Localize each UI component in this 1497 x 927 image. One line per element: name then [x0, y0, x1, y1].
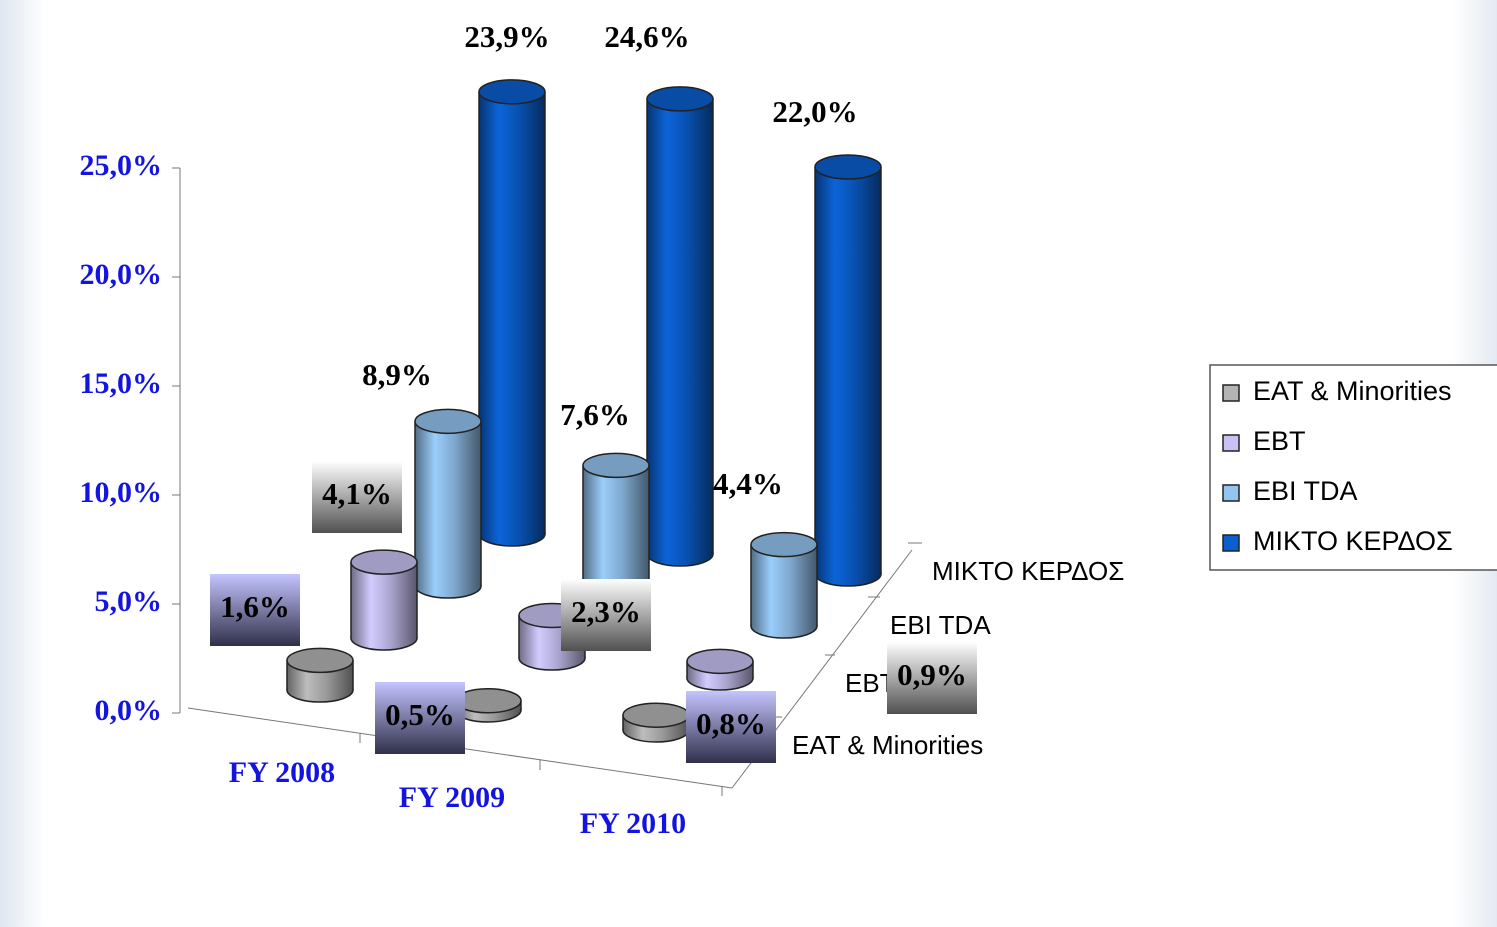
y-tick-label: 10,0%: [80, 476, 163, 509]
cylinder: [622, 702, 690, 743]
bar: [751, 544, 817, 626]
y-tick-label: 0,0%: [95, 694, 163, 727]
cylinder: [350, 549, 418, 651]
value-label: 1,6%: [220, 589, 290, 624]
cylinder-top: [414, 408, 482, 435]
cylinder: [286, 647, 354, 703]
cylinder: [414, 408, 482, 599]
legend-label: ΜΙΚΤΟ ΚΕΡΔΟΣ: [1253, 526, 1453, 556]
cylinder: [750, 531, 818, 639]
bar: [415, 421, 481, 586]
cylinder-top: [814, 154, 882, 180]
value-label: 2,3%: [571, 594, 641, 629]
cylinder: [454, 688, 522, 723]
cylinder-top: [286, 647, 354, 674]
legend-label: EBI TDA: [1253, 476, 1358, 506]
legend-box: [1209, 364, 1497, 571]
cylinder-top: [582, 452, 650, 479]
value-label: 24,6%: [604, 19, 689, 54]
value-label: 7,6%: [560, 397, 630, 432]
cylinder-top: [478, 79, 546, 105]
label-box: [375, 682, 465, 754]
legend-swatch: [1222, 484, 1240, 502]
label-box: [686, 691, 776, 763]
label-box: [210, 574, 300, 646]
legend-swatch: [1222, 384, 1240, 402]
label-box: [312, 461, 402, 533]
label-box: [887, 642, 977, 714]
cylinder: [646, 86, 714, 567]
value-label: 0,8%: [696, 706, 766, 741]
y-tick-label: 25,0%: [80, 149, 163, 182]
y-tick-label: 20,0%: [80, 258, 163, 291]
depth-label: EBI TDA: [890, 610, 991, 640]
value-label: 0,5%: [385, 697, 455, 732]
y-tick-label: 5,0%: [95, 585, 163, 618]
cylinder: [478, 79, 546, 547]
value-label: 4,1%: [322, 476, 392, 511]
x-tick-label: FY 2010: [580, 807, 686, 840]
label-box: [561, 579, 651, 651]
value-label: 8,9%: [362, 357, 432, 392]
bar: [647, 98, 713, 555]
bar: [479, 91, 545, 534]
value-label: 23,9%: [464, 19, 549, 54]
cylinder: [814, 154, 882, 587]
depth-label: ΜΙΚΤΟ ΚΕΡΔΟΣ: [932, 556, 1124, 586]
cylinder-top: [350, 549, 418, 575]
x-tick-label: FY 2009: [399, 781, 505, 814]
value-label: 4,4%: [713, 466, 783, 501]
depth-label: EAT & Minorities: [792, 730, 983, 760]
bar: [815, 167, 881, 574]
legend-swatch: [1222, 434, 1240, 452]
cylinder-top: [646, 86, 714, 112]
value-label: 22,0%: [772, 94, 857, 129]
legend-label: EAT & Minorities: [1253, 376, 1452, 406]
legend-swatch: [1222, 534, 1240, 552]
value-label: 0,9%: [897, 657, 967, 692]
cylinder: [686, 648, 754, 691]
cylinder-top: [622, 702, 690, 728]
x-tick-label: FY 2008: [229, 756, 335, 789]
legend-label: EBT: [1253, 426, 1306, 456]
cylinder-top: [750, 531, 818, 558]
y-tick-label: 15,0%: [80, 367, 163, 400]
cylinder-top: [686, 648, 754, 675]
